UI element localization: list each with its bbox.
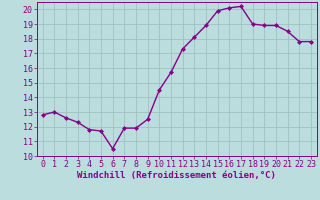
X-axis label: Windchill (Refroidissement éolien,°C): Windchill (Refroidissement éolien,°C)	[77, 171, 276, 180]
